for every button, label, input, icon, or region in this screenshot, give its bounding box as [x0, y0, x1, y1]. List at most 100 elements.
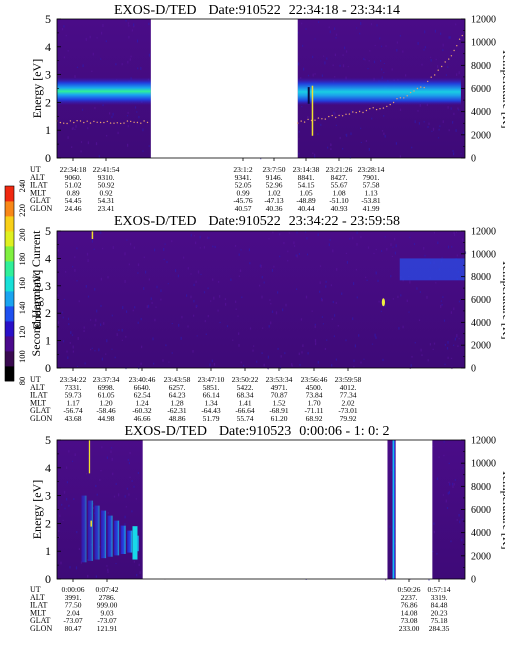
- noise-speck: [164, 243, 166, 245]
- noise-speck: [224, 298, 226, 301]
- temperature-point: [453, 49, 455, 52]
- data-gap: [395, 440, 433, 579]
- noise-speck: [352, 236, 354, 240]
- data-gap: [142, 440, 388, 579]
- noise-speck: [452, 482, 454, 486]
- noise-speck: [437, 137, 440, 139]
- noise-speck: [193, 299, 195, 303]
- noise-speck: [63, 490, 66, 494]
- temperature-point: [331, 114, 333, 117]
- noise-speck: [305, 231, 307, 233]
- noise-speck: [291, 363, 293, 366]
- noise-speck: [296, 231, 298, 234]
- noise-speck: [259, 284, 261, 287]
- noise-speck: [373, 252, 375, 255]
- noise-speck: [296, 254, 298, 258]
- noise-speck: [241, 296, 243, 299]
- noise-speck: [448, 481, 450, 484]
- noise-speck: [107, 276, 109, 279]
- noise-speck: [330, 143, 332, 146]
- noise-speck: [375, 248, 377, 251]
- table-cell: 1.41: [238, 398, 251, 407]
- noise-speck: [87, 127, 89, 130]
- temperature-point: [352, 111, 354, 113]
- table-row-label: ILAT: [30, 601, 47, 610]
- noise-speck: [130, 242, 132, 246]
- noise-speck: [464, 251, 467, 255]
- noise-speck: [275, 311, 278, 315]
- noise-speck: [137, 67, 139, 70]
- temperature-point: [382, 107, 385, 109]
- noise-speck: [148, 278, 150, 281]
- noise-speck: [101, 357, 103, 361]
- noise-speck: [165, 344, 167, 347]
- noise-speck: [90, 319, 92, 321]
- noise-speck: [248, 248, 250, 252]
- noise-speck: [111, 348, 113, 350]
- noise-speck: [240, 249, 242, 251]
- noise-speck: [443, 454, 445, 457]
- noise-speck: [321, 298, 323, 302]
- noise-speck: [428, 578, 430, 581]
- noise-speck: [394, 237, 396, 241]
- table-cell: 1.05: [299, 188, 312, 197]
- noise-speck: [111, 115, 113, 119]
- noise-speck: [252, 349, 254, 352]
- noise-speck: [192, 350, 194, 353]
- noise-speck: [153, 362, 155, 365]
- noise-speck: [61, 503, 63, 506]
- noise-speck: [134, 306, 136, 309]
- noise-speck: [417, 42, 419, 45]
- noise-speck: [76, 531, 78, 534]
- temperature-point: [403, 97, 405, 99]
- high-energy-patch: [399, 258, 465, 281]
- noise-speck: [384, 305, 386, 308]
- noise-speck: [427, 359, 429, 362]
- noise-speck: [436, 553, 438, 555]
- noise-speck: [317, 361, 319, 364]
- y2-tick-label: 0: [471, 364, 476, 375]
- table-cell: 79.92: [340, 414, 357, 423]
- noise-speck: [296, 288, 298, 290]
- noise-speck: [385, 578, 387, 581]
- table-cell: 73.84: [306, 391, 323, 400]
- left-axis: 0 1 2 3 4 5 Energy [eV]: [30, 433, 61, 586]
- noise-speck: [225, 302, 227, 306]
- noise-speck: [395, 142, 397, 145]
- noise-speck: [360, 22, 362, 25]
- noise-speck: [319, 281, 321, 284]
- noise-speck: [71, 146, 73, 148]
- noise-speck: [207, 287, 209, 290]
- noise-speck: [180, 336, 182, 340]
- noise-speck: [196, 304, 198, 308]
- noise-speck: [360, 142, 362, 144]
- noise-speck: [249, 262, 251, 265]
- noise-speck: [353, 365, 355, 369]
- noise-speck: [67, 136, 69, 139]
- noise-speck: [121, 328, 123, 332]
- noise-speck: [213, 363, 216, 366]
- noise-speck: [107, 511, 109, 515]
- y2-tick-label: 8000: [471, 61, 491, 72]
- y-tick-label: 1: [45, 334, 51, 348]
- noise-speck: [438, 456, 440, 458]
- noise-speck: [67, 50, 69, 52]
- noise-speck: [331, 364, 333, 367]
- noise-speck: [399, 35, 401, 37]
- temperature-point: [130, 120, 132, 123]
- noise-speck: [203, 291, 206, 294]
- noise-speck: [155, 306, 157, 308]
- colorbar-tick-label: 220: [17, 204, 27, 217]
- noise-speck: [160, 289, 162, 293]
- noise-speck: [358, 334, 360, 337]
- y-tick-label: 3: [45, 489, 51, 503]
- noise-speck: [76, 247, 78, 250]
- table-cell: -47.13: [264, 196, 284, 205]
- noise-speck: [458, 338, 460, 340]
- noise-speck: [111, 314, 113, 317]
- noise-speck: [226, 325, 229, 328]
- table-cell: -73.07: [97, 616, 117, 625]
- noise-speck: [88, 452, 90, 456]
- noise-speck: [396, 49, 398, 52]
- table-cell: 23:47:10: [198, 375, 225, 384]
